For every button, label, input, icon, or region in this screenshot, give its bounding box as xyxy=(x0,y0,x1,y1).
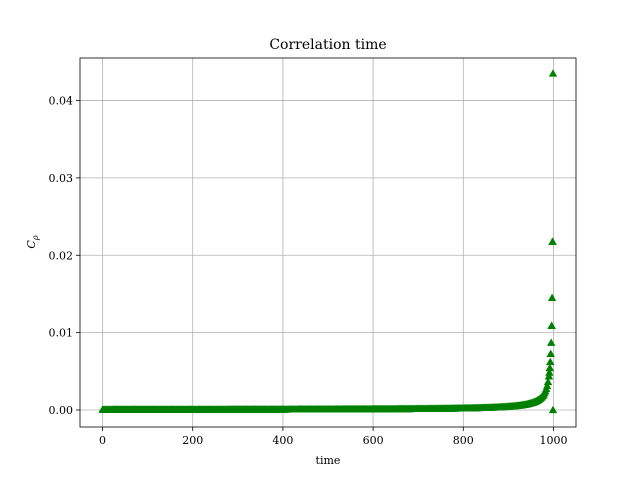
x-tick-label: 600 xyxy=(363,434,384,447)
data-point xyxy=(547,338,556,346)
y-tick-label: 0.02 xyxy=(49,249,74,262)
x-tick-label: 800 xyxy=(453,434,474,447)
y-axis-label: Cρ xyxy=(25,235,40,248)
x-axis-label: time xyxy=(316,454,341,467)
data-point xyxy=(546,349,555,358)
data-point xyxy=(548,69,558,77)
data-point xyxy=(542,381,552,390)
x-axis: 0 200 400 600 800 1000 xyxy=(99,427,567,447)
y-tick-label: 0.01 xyxy=(49,327,74,340)
x-tick-label: 1000 xyxy=(539,434,567,447)
svg-text:Cρ: Cρ xyxy=(25,235,40,248)
data-point xyxy=(545,363,555,372)
y-axis: 0.00 0.01 0.02 0.03 0.04 xyxy=(49,95,80,417)
data-point xyxy=(548,405,558,414)
y-axis-label-main: C xyxy=(25,240,38,249)
data-points xyxy=(98,69,558,414)
x-tick-label: 200 xyxy=(182,434,203,447)
plot-frame xyxy=(79,57,577,428)
chart-title: Correlation time xyxy=(269,37,386,53)
data-point xyxy=(547,321,556,330)
y-tick-label: 0.00 xyxy=(49,404,74,417)
y-tick-label: 0.03 xyxy=(49,172,74,185)
y-tick-label: 0.04 xyxy=(49,95,74,108)
data-point xyxy=(547,293,557,301)
data-point xyxy=(543,377,553,386)
data-point xyxy=(545,368,554,376)
data-point xyxy=(544,372,554,380)
y-axis-label-sub: ρ xyxy=(31,235,40,241)
data-point xyxy=(548,237,557,245)
x-tick-label: 400 xyxy=(272,434,293,447)
x-tick-label: 0 xyxy=(99,434,106,447)
data-point xyxy=(546,357,555,366)
grid xyxy=(80,58,576,427)
